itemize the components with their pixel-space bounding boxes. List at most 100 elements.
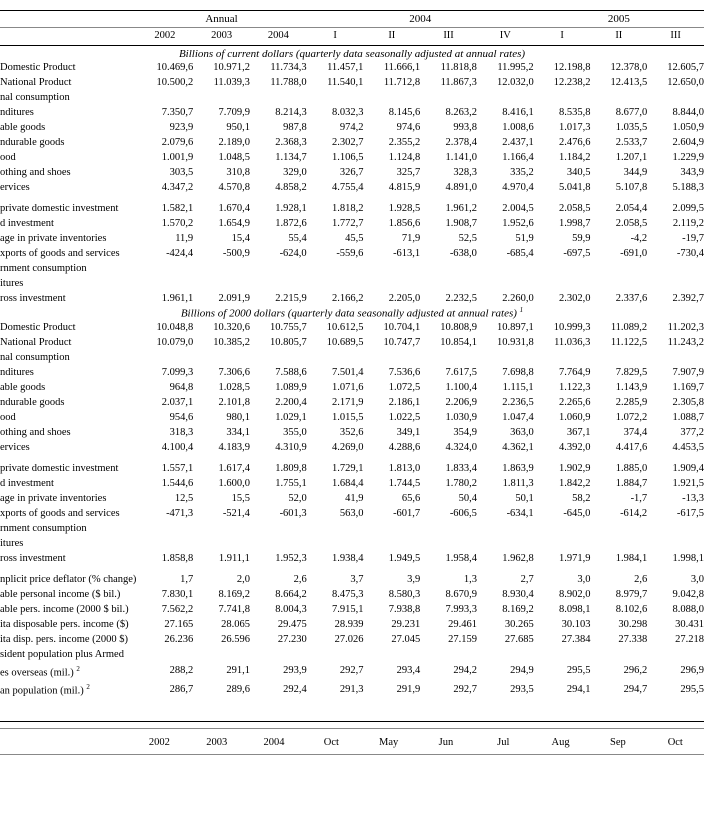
cell-value: 3,0 [647,572,704,587]
cell-value: 1.856,6 [363,216,420,231]
cell-value: 7.099,3 [136,365,193,380]
cell-value: 2.533,7 [590,135,647,150]
cell-value [307,276,364,291]
cell-value: -730,4 [647,246,704,261]
cell-value: 1.169,7 [647,380,704,395]
cell-value [363,521,420,536]
cell-value: 2.058,5 [590,216,647,231]
row-label: sident population plus Armed [0,647,136,662]
cell-value [250,350,307,365]
cell-value: 27.338 [590,632,647,647]
cell-value: 1.938,4 [307,551,364,566]
cell-value: 10.805,7 [250,335,307,350]
table-row: ervices4.100,44.183,94.310,94.269,04.288… [0,440,704,455]
cell-value: 2.302,7 [307,135,364,150]
cell-value: 8.902,0 [534,587,591,602]
cell-value [590,536,647,551]
cell-value: 1.124,8 [363,150,420,165]
cell-value: 1.071,6 [307,380,364,395]
cell-value [307,521,364,536]
cell-value: 1.047,4 [477,410,534,425]
section2-rows-a: Domestic Product10.048,810.320,610.755,7… [0,320,704,455]
cell-value [420,521,477,536]
cell-value: -4,2 [590,231,647,246]
table-row: nditures7.350,77.709,98.214,38.032,38.14… [0,105,704,120]
cell-value [420,261,477,276]
cell-value: 2.206,9 [420,395,477,410]
cell-value: 12.413,5 [590,75,647,90]
cell-value: 294,9 [477,662,534,681]
foot-col-2: 2004 [245,731,302,752]
cell-value: 27.159 [420,632,477,647]
cell-value: 12.378,0 [590,60,647,75]
cell-value: 1.028,5 [193,380,250,395]
cell-value: 1.911,1 [193,551,250,566]
cell-value [193,350,250,365]
cell-value: 11.036,3 [534,335,591,350]
cell-value: 2.215,9 [250,291,307,306]
cell-value: 4.324,0 [420,440,477,455]
cell-value: 294,1 [534,680,591,699]
cell-value: 294,2 [420,662,477,681]
cell-value: 10.048,8 [136,320,193,335]
cell-value: 1.089,9 [250,380,307,395]
table-row: able goods923,9950,1987,8974,2974,6993,8… [0,120,704,135]
foot-col-3: Oct [303,731,360,752]
cell-value: 950,1 [193,120,250,135]
cell-value: 4.362,1 [477,440,534,455]
cell-value: 8.088,0 [647,602,704,617]
cell-value: 10.854,1 [420,335,477,350]
cell-value: 27.230 [250,632,307,647]
cell-value [534,536,591,551]
cell-value: 1.863,9 [477,461,534,476]
cell-value: 8.930,4 [477,587,534,602]
cell-value: 1.858,8 [136,551,193,566]
cell-value: 7.764,9 [534,365,591,380]
table-row: othing and shoes303,5310,8329,0326,7325,… [0,165,704,180]
cell-value: 1.544,6 [136,476,193,491]
cell-value: 1.134,7 [250,150,307,165]
cell-value: 10.689,5 [307,335,364,350]
cell-value: 289,6 [193,680,250,699]
row-label: othing and shoes [0,165,136,180]
cell-value: 974,6 [363,120,420,135]
cell-value: 2.265,6 [534,395,591,410]
cell-value: 27.026 [307,632,364,647]
cell-value: 8.214,3 [250,105,307,120]
cell-value [420,90,477,105]
header-thin-rule [0,27,704,28]
cell-value: 7.709,9 [193,105,250,120]
table-row: ndurable goods2.037,12.101,82.200,42.171… [0,395,704,410]
cell-value: 1.035,5 [590,120,647,135]
table-row: ood954,6980,11.029,11.015,51.022,51.030,… [0,410,704,425]
section2-title-sup: 1 [520,306,524,314]
cell-value: 4.453,5 [647,440,704,455]
row-label: ross investment [0,551,136,566]
cell-value: 344,9 [590,165,647,180]
cell-value [250,521,307,536]
row-label: National Product [0,335,136,350]
cell-value: 1.813,0 [363,461,420,476]
cell-value: 10.704,1 [363,320,420,335]
hdr-col-1: 2003 [193,30,250,41]
cell-value: 340,5 [534,165,591,180]
cell-value [420,536,477,551]
foot-col-4: May [360,731,417,752]
cell-value: 71,9 [363,231,420,246]
cell-value: 334,1 [193,425,250,440]
cell-value: 292,7 [307,662,364,681]
cell-value: -606,5 [420,506,477,521]
foot-col-8: Sep [589,731,646,752]
cell-value [250,261,307,276]
cell-value [307,647,364,662]
cell-value: 1.684,4 [307,476,364,491]
cell-value: 296,9 [647,662,704,681]
row-label: nditures [0,365,136,380]
cell-value: 1.048,5 [193,150,250,165]
cell-value: 2.054,4 [590,201,647,216]
cell-value: 1.984,1 [590,551,647,566]
cell-value: 10.971,2 [193,60,250,75]
hdr-col-6: IV [477,30,534,41]
cell-value: 52,0 [250,491,307,506]
cell-value: 2.058,5 [534,201,591,216]
